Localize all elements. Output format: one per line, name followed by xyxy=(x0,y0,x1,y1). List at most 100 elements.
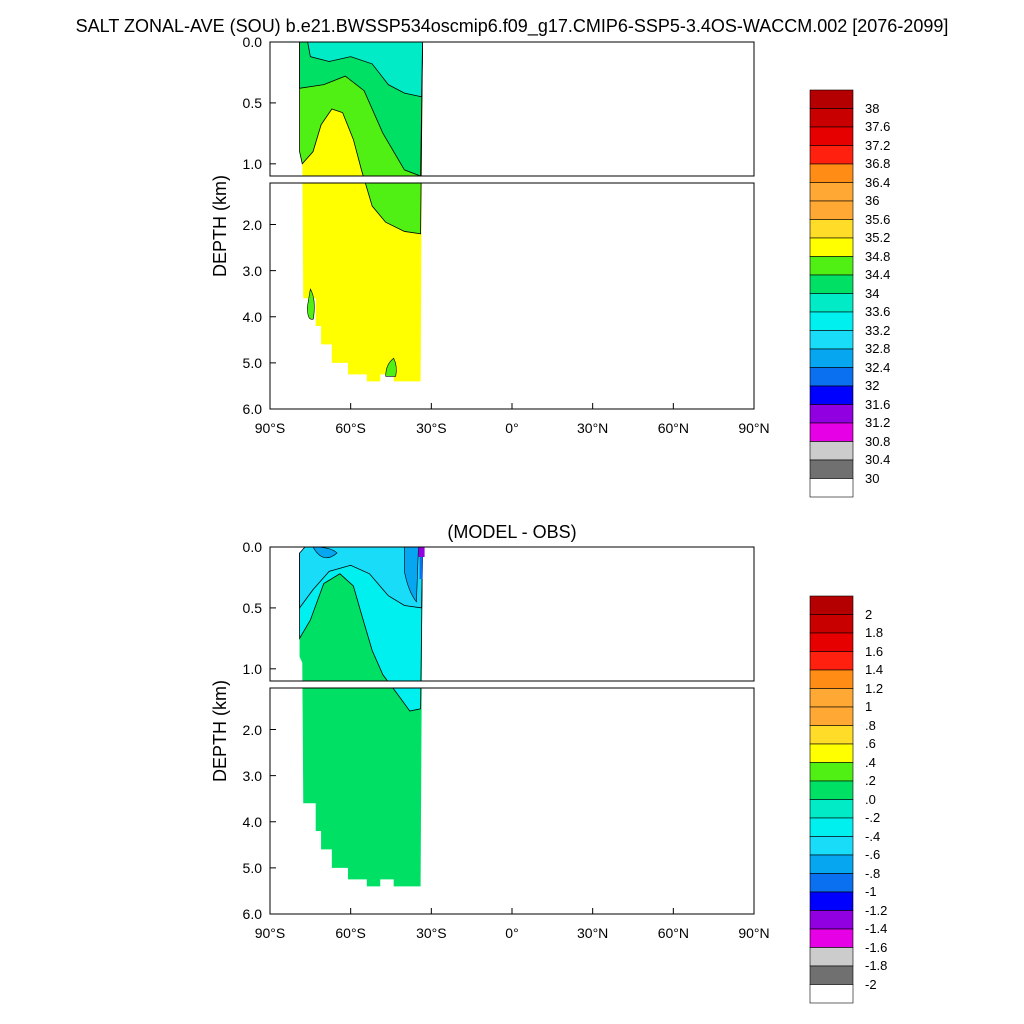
data-field xyxy=(299,42,423,382)
upper-frame xyxy=(269,41,755,177)
colorbar-label: 30 xyxy=(865,470,880,486)
colorbar-swatch xyxy=(809,89,854,109)
y-tick-label: 6.0 xyxy=(242,906,262,922)
colorbar-label: 2 xyxy=(865,606,873,622)
colorbar-swatch xyxy=(809,947,854,967)
colorbar-swatch xyxy=(809,762,854,782)
panel-1 xyxy=(269,41,755,410)
colorbar-swatch xyxy=(809,385,854,405)
colorbar-swatch xyxy=(809,595,854,615)
y-tick-label: 5.0 xyxy=(242,354,262,371)
colorbar-label: 31.6 xyxy=(865,396,891,412)
colorbar-label: -.4 xyxy=(865,828,881,844)
surface-blob xyxy=(312,547,338,559)
colorbar-swatch xyxy=(809,441,854,461)
colorbar-1 xyxy=(809,89,854,498)
region-surface-water xyxy=(307,42,423,98)
colorbar-swatch xyxy=(809,274,854,294)
y-tick-label: 6.0 xyxy=(242,401,262,417)
colorbar-label: 32.8 xyxy=(865,341,891,356)
upper-frame xyxy=(269,546,755,682)
colorbar-swatch xyxy=(809,459,854,479)
colorbar-swatch xyxy=(809,873,854,893)
figure-title: SALT ZONAL-AVE (SOU) b.e21.BWSSP534oscmi… xyxy=(75,16,949,36)
colorbar-swatch xyxy=(809,984,854,1004)
colorbar-swatch xyxy=(809,367,854,387)
surface-minimum-edge xyxy=(419,557,423,579)
colorbar-label: 36.4 xyxy=(865,174,891,190)
colorbar-label: -1.4 xyxy=(865,921,888,936)
colorbar-label: 30.8 xyxy=(865,433,891,449)
x-tick-label: 30°S xyxy=(416,925,447,941)
y-tick-label: 0.0 xyxy=(242,34,262,50)
deep-anomaly-blob xyxy=(307,288,315,320)
colorbar-swatch xyxy=(809,237,854,257)
colorbar-label: 33.6 xyxy=(865,304,891,319)
colorbar-label: 32 xyxy=(865,378,880,393)
x-tick-label: 90°N xyxy=(738,925,770,941)
colorbar-swatch xyxy=(809,688,854,708)
data-field xyxy=(299,547,425,887)
x-tick-label: 30°S xyxy=(416,420,447,436)
colorbar-swatch xyxy=(809,706,854,726)
colorbar-label: 1.2 xyxy=(865,680,884,696)
x-tick-label: 30°N xyxy=(577,925,609,941)
y-tick-label: 0.5 xyxy=(242,599,262,616)
y-tick-label: 1.0 xyxy=(242,660,262,677)
colorbar-label: 35.2 xyxy=(865,230,891,245)
colorbar-swatch xyxy=(809,965,854,985)
colorbar-swatch xyxy=(809,478,854,498)
colorbar-swatch xyxy=(809,311,854,331)
colorbar-swatch xyxy=(809,651,854,671)
colorbar-swatch xyxy=(809,725,854,745)
colorbar-label: .0 xyxy=(865,791,876,807)
colorbar-swatch xyxy=(809,163,854,183)
colorbar-swatch xyxy=(809,743,854,763)
colorbar-swatch xyxy=(809,614,854,634)
y-tick-label: 4.0 xyxy=(242,813,262,830)
colorbar-swatch xyxy=(809,928,854,948)
x-tick-label: 90°S xyxy=(254,420,286,436)
colorbar-label: 38 xyxy=(865,100,880,116)
colorbar-label: 1 xyxy=(865,699,873,714)
y-tick-label: 4.0 xyxy=(242,308,262,325)
y-tick-label: 2.0 xyxy=(242,216,262,233)
panel2-title: (MODEL - OBS) xyxy=(447,522,577,542)
colorbar-swatch xyxy=(809,126,854,146)
colorbar-label: 36.8 xyxy=(865,156,891,171)
colorbar-label: 1.6 xyxy=(865,643,884,659)
colorbar-swatch xyxy=(809,108,854,128)
y-tick-label: 5.0 xyxy=(242,859,262,876)
colorbar-label: 35.6 xyxy=(865,211,891,227)
colorbar-2 xyxy=(809,595,854,1004)
colorbar-label: -1 xyxy=(865,884,877,899)
colorbar-swatch xyxy=(809,200,854,220)
y-tick-label: 0.5 xyxy=(242,94,262,111)
x-tick-label: 0° xyxy=(505,420,519,436)
y-axis-label: DEPTH (km) xyxy=(210,679,230,782)
colorbar-label: 36 xyxy=(865,193,880,208)
y-tick-label: 3.0 xyxy=(242,262,262,279)
region-surface-layer xyxy=(299,547,423,610)
colorbar-label: 37.2 xyxy=(865,137,891,153)
y-tick-label: 3.0 xyxy=(242,767,262,784)
x-tick-label: 60°S xyxy=(335,925,366,941)
x-tick-label: 60°S xyxy=(335,420,366,436)
colorbar-label: .2 xyxy=(865,773,876,788)
colorbar-label: -1.8 xyxy=(865,958,888,973)
colorbar-label: 33.2 xyxy=(865,322,891,338)
y-tick-label: 0.0 xyxy=(242,539,262,555)
surface-blob xyxy=(404,547,419,603)
colorbar-label: 1.4 xyxy=(865,662,884,677)
colorbar-label: 34.8 xyxy=(865,248,891,264)
colorbar-label: 31.2 xyxy=(865,415,891,430)
y-tick-label: 1.0 xyxy=(242,155,262,172)
colorbar-swatch xyxy=(809,293,854,313)
colorbar-label: -1.6 xyxy=(865,939,888,955)
colorbar-swatch xyxy=(809,145,854,165)
colorbar-label: -2 xyxy=(865,976,877,992)
x-tick-label: 30°N xyxy=(577,420,609,436)
colorbar-label: 1.8 xyxy=(865,625,884,640)
x-tick-label: 60°N xyxy=(657,925,689,941)
